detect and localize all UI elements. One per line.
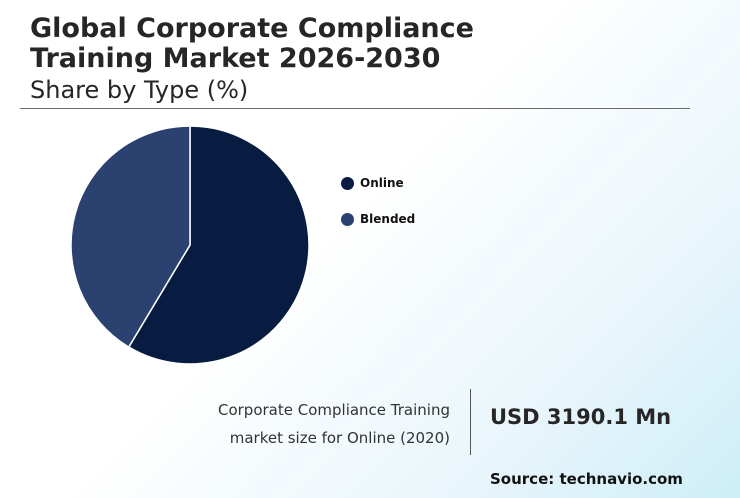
legend-swatch-online bbox=[341, 176, 354, 190]
caption-line-2: market size for Online (2020) bbox=[229, 429, 450, 447]
chart-subtitle: Share by Type (%) bbox=[30, 76, 249, 104]
market-size-caption: Corporate Compliance Training market siz… bbox=[190, 396, 450, 452]
market-size-value: USD 3190.1 Mn bbox=[490, 405, 672, 429]
legend-item-blended: Blended bbox=[341, 210, 415, 228]
legend-swatch-blended bbox=[341, 212, 354, 226]
source-credit: Source: technavio.com bbox=[490, 470, 683, 488]
legend-label-blended: Blended bbox=[360, 212, 416, 226]
pie-slice-blended bbox=[70, 125, 191, 349]
chart-title-line-2: Training Market 2026-2030 bbox=[30, 43, 441, 74]
pie-slice-online bbox=[127, 125, 310, 365]
chart-title-line-1: Global Corporate Compliance bbox=[30, 13, 474, 44]
callout-divider bbox=[470, 389, 471, 455]
legend-label-online: Online bbox=[360, 176, 404, 190]
title-block: Global Corporate Compliance Training Mar… bbox=[30, 13, 690, 105]
pie-chart bbox=[70, 125, 310, 365]
title-divider bbox=[20, 108, 690, 109]
legend-item-online: Online bbox=[341, 174, 415, 192]
caption-line-1: Corporate Compliance Training bbox=[217, 401, 450, 419]
legend: Online Blended bbox=[341, 174, 415, 246]
